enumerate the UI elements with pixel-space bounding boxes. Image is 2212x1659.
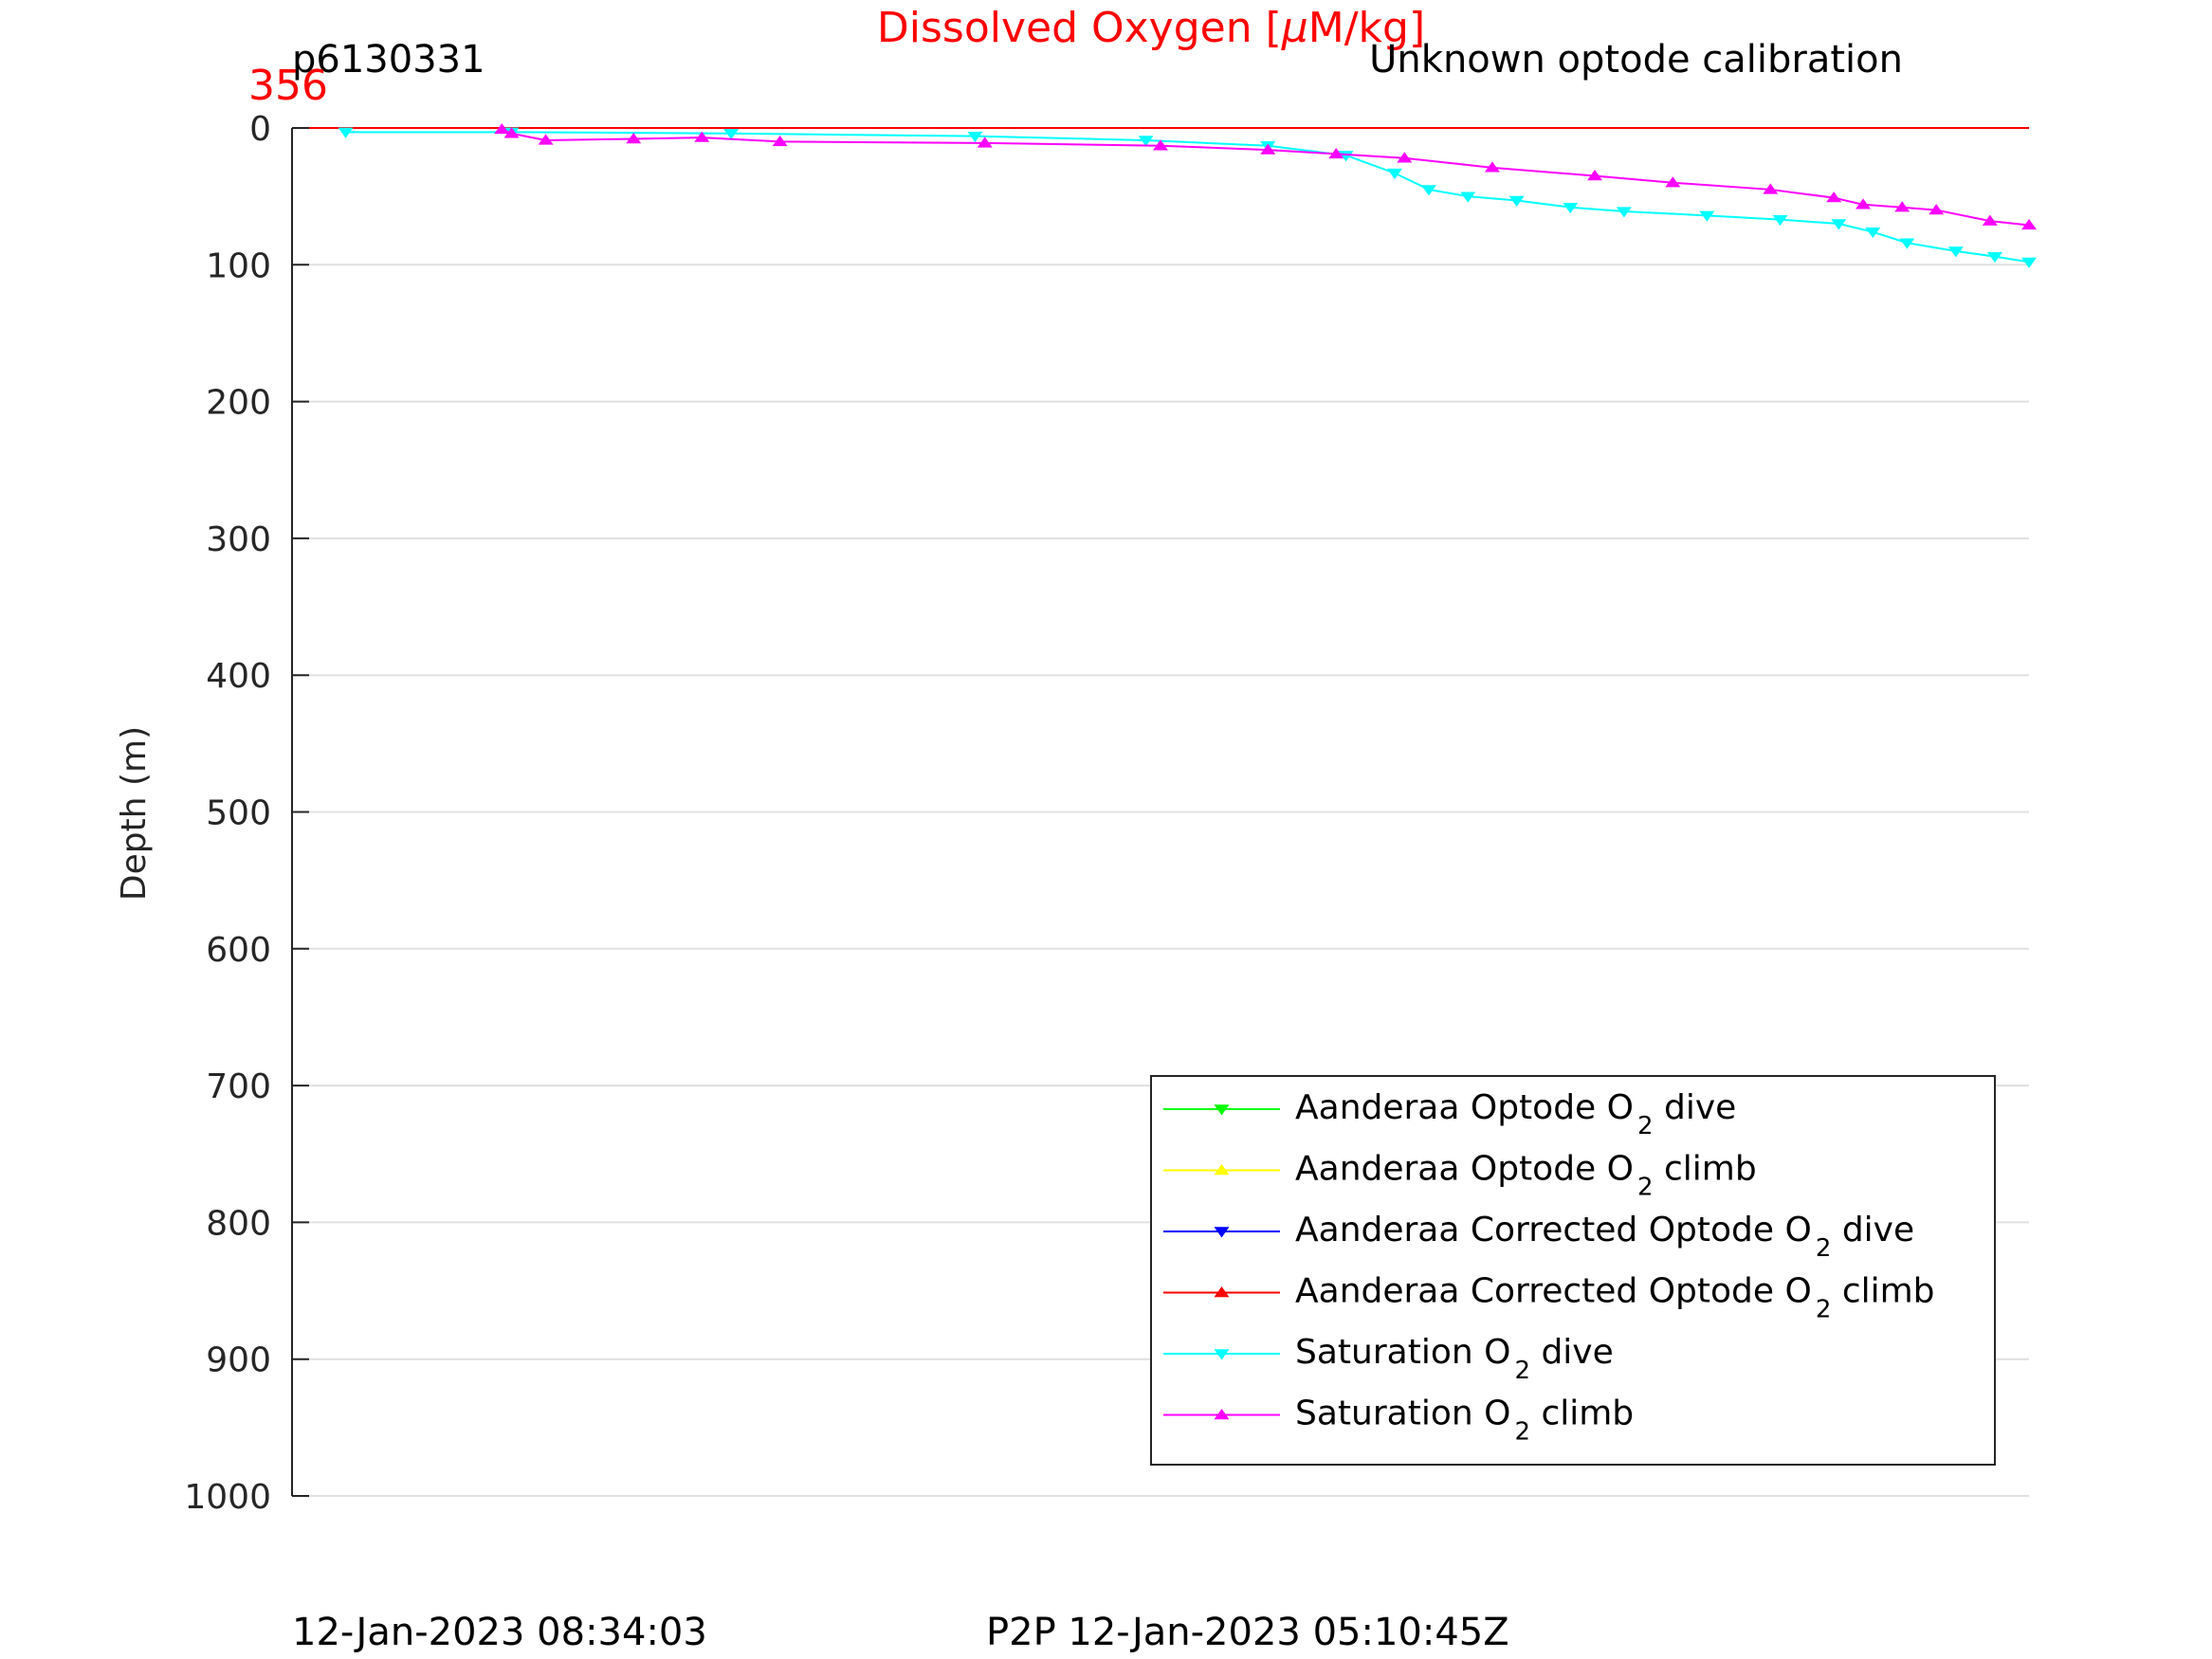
legend-marker	[1214, 1349, 1230, 1360]
series-5	[494, 122, 2037, 230]
data-point	[1587, 170, 1602, 181]
data-point	[2021, 257, 2037, 268]
data-point	[1387, 168, 1402, 180]
series-4	[338, 127, 2037, 268]
data-point	[1616, 207, 1632, 218]
data-point	[1563, 202, 1579, 214]
legend-marker	[1214, 1164, 1230, 1176]
data-point	[1763, 183, 1779, 194]
data-point	[977, 137, 993, 148]
data-point	[2021, 218, 2037, 230]
y-axis: 0 100 200 300 400 500 600 700 800 900 1000	[184, 110, 309, 1517]
data-point	[967, 131, 983, 143]
legend-marker	[1214, 1286, 1230, 1298]
data-point	[338, 127, 354, 138]
y-tick-label: 900	[206, 1341, 271, 1380]
y-tick-label: 100	[206, 246, 271, 285]
data-point	[1947, 246, 1964, 258]
data-point	[1987, 251, 2002, 264]
footer-p2p-timestamp: P2P 12-Jan-2023 05:10:45Z	[986, 1611, 1509, 1654]
max-value-label: 356	[248, 62, 328, 110]
data-point	[1831, 219, 1847, 230]
legend-box	[1150, 1075, 1996, 1466]
data-point	[1826, 191, 1842, 203]
y-tick-label: 200	[206, 384, 271, 423]
data-point	[1929, 204, 1945, 215]
series-line	[345, 131, 2030, 264]
data-point	[1153, 139, 1168, 151]
data-point	[1982, 214, 1998, 226]
data-point	[1508, 195, 1525, 207]
chart-title: Dissolved Oxygen [μM/kg]	[877, 4, 1425, 52]
data-point	[1138, 136, 1154, 147]
data-point	[1260, 143, 1276, 155]
y-tick-label: 700	[206, 1067, 271, 1106]
y-tick-label: 300	[206, 520, 271, 559]
data-point	[694, 131, 710, 142]
y-tick-label: 500	[206, 794, 271, 833]
data-point	[772, 135, 788, 147]
data-point	[1328, 147, 1344, 159]
data-point	[1856, 198, 1872, 210]
y-tick-label: 600	[206, 931, 271, 970]
glider-id-label: p6130331	[292, 38, 485, 82]
y-tick-label: 1000	[184, 1478, 271, 1517]
data-series	[292, 122, 2037, 268]
data-point	[723, 129, 740, 140]
data-point	[626, 133, 642, 144]
data-point	[1484, 161, 1500, 173]
data-point	[1899, 238, 1915, 249]
data-point	[1699, 210, 1715, 222]
calibration-note: Unknown optode calibration	[1369, 38, 1903, 82]
data-point	[494, 122, 510, 135]
data-point	[1421, 185, 1437, 196]
y-tick-label: 800	[206, 1204, 271, 1243]
data-point	[1894, 201, 1910, 212]
data-point	[1397, 152, 1413, 163]
data-point	[1772, 214, 1788, 227]
y-tick-label: 0	[249, 110, 271, 149]
data-point	[538, 134, 554, 145]
data-point	[503, 127, 520, 138]
y-axis-label: Depth (m)	[115, 726, 154, 901]
data-point	[1665, 176, 1681, 188]
data-point	[1865, 227, 1881, 239]
legend-marker	[1214, 1409, 1230, 1420]
data-point	[1460, 191, 1476, 203]
y-tick-label: 400	[206, 657, 271, 696]
legend-marker	[1214, 1227, 1230, 1238]
legend-marker	[1214, 1104, 1230, 1116]
footer-timestamp: 12-Jan-2023 08:34:03	[292, 1611, 707, 1654]
